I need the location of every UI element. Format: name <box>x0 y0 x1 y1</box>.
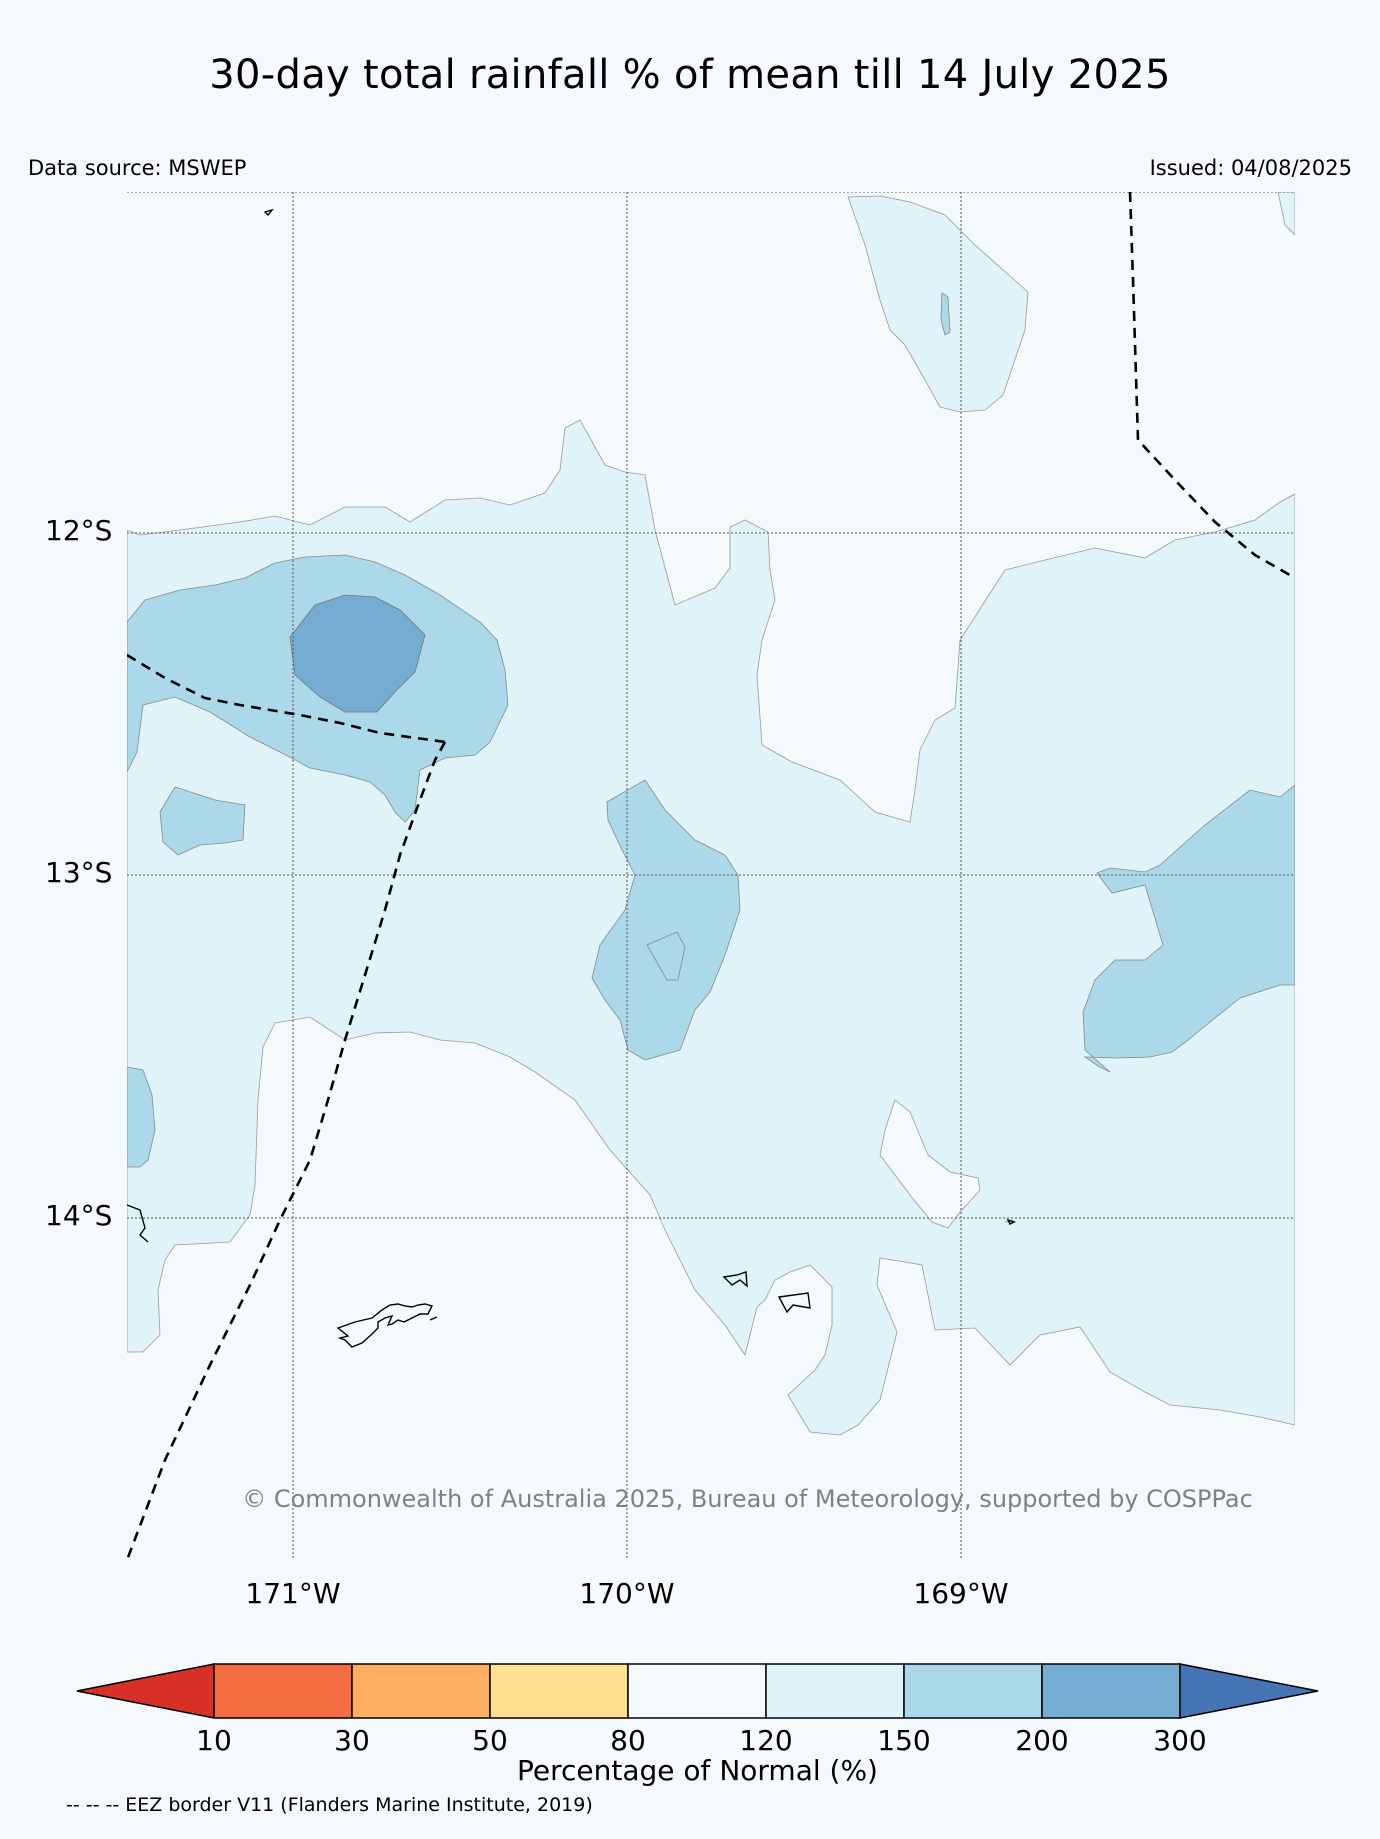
colorbar <box>76 1663 1319 1719</box>
colorbar-tick: 120 <box>739 1724 793 1757</box>
tutuila-island <box>336 1303 438 1348</box>
rainfall-hole-80-120 <box>879 1099 981 1229</box>
map-title: 30-day total rainfall % of mean till 14 … <box>209 52 1171 98</box>
rose-atoll <box>1006 1218 1016 1225</box>
longitude-label-169w: 169°W <box>913 1577 1009 1610</box>
rainfall-band-150-200 <box>940 292 951 336</box>
colorbar-tick: 300 <box>1153 1724 1207 1757</box>
rainfall-band-150-200 <box>159 786 246 856</box>
rainfall-band-120-150 <box>127 192 1295 1436</box>
rainfall-band-150-200 <box>127 1066 156 1168</box>
eez-border-note: -- -- -- EEZ border V11 (Flanders Marine… <box>66 1794 593 1816</box>
colorbar-extend-high <box>1179 1663 1319 1719</box>
colorbar-tick: 200 <box>1015 1724 1069 1757</box>
islands <box>127 208 1016 1348</box>
colorbar-tick: 30 <box>334 1724 370 1757</box>
apolima-islet <box>263 208 274 217</box>
rainfall-band-200-300 <box>289 594 426 713</box>
latitude-label-13s: 13°S <box>45 856 113 889</box>
longitude-label-171w: 171°W <box>245 1577 341 1610</box>
colorbar-segment-150-200 <box>903 1663 1043 1719</box>
colorbar-segment-80-120 <box>627 1663 767 1719</box>
colorbar-tick: 50 <box>472 1724 508 1757</box>
eez-border <box>127 192 1295 1560</box>
longitude-label-170w: 170°W <box>579 1577 675 1610</box>
colorbar-segment-50-80 <box>489 1663 629 1719</box>
copyright-notice: © Commonwealth of Australia 2025, Bureau… <box>242 1485 1253 1513</box>
colorbar-segment-200-300 <box>1041 1663 1181 1719</box>
colorbar-tick: 10 <box>196 1724 232 1757</box>
colorbar-segment-30-50 <box>351 1663 491 1719</box>
issued-date-label: Issued: 04/08/2025 <box>1149 156 1352 180</box>
colorbar-extend-low <box>76 1663 215 1719</box>
colorbar-tick: 80 <box>610 1724 646 1757</box>
colorbar-segment-120-150 <box>765 1663 905 1719</box>
colorbar-tick: 150 <box>877 1724 931 1757</box>
colorbar-segment-10-30 <box>213 1663 353 1719</box>
latitude-label-12s: 12°S <box>45 514 113 547</box>
savaii-coast <box>127 1204 149 1243</box>
rainfall-band-150-200 <box>1082 784 1295 1073</box>
latitude-label-14s: 14°S <box>45 1199 113 1232</box>
colorbar-label: Percentage of Normal (%) <box>517 1754 878 1787</box>
data-source-label: Data source: MSWEP <box>28 156 247 180</box>
graticule <box>127 192 1295 1560</box>
ofu-olosega-island <box>722 1271 748 1288</box>
tau-island <box>777 1292 811 1314</box>
map-plot-area <box>127 192 1295 1560</box>
rainfall-band-150-200 <box>591 779 741 1061</box>
